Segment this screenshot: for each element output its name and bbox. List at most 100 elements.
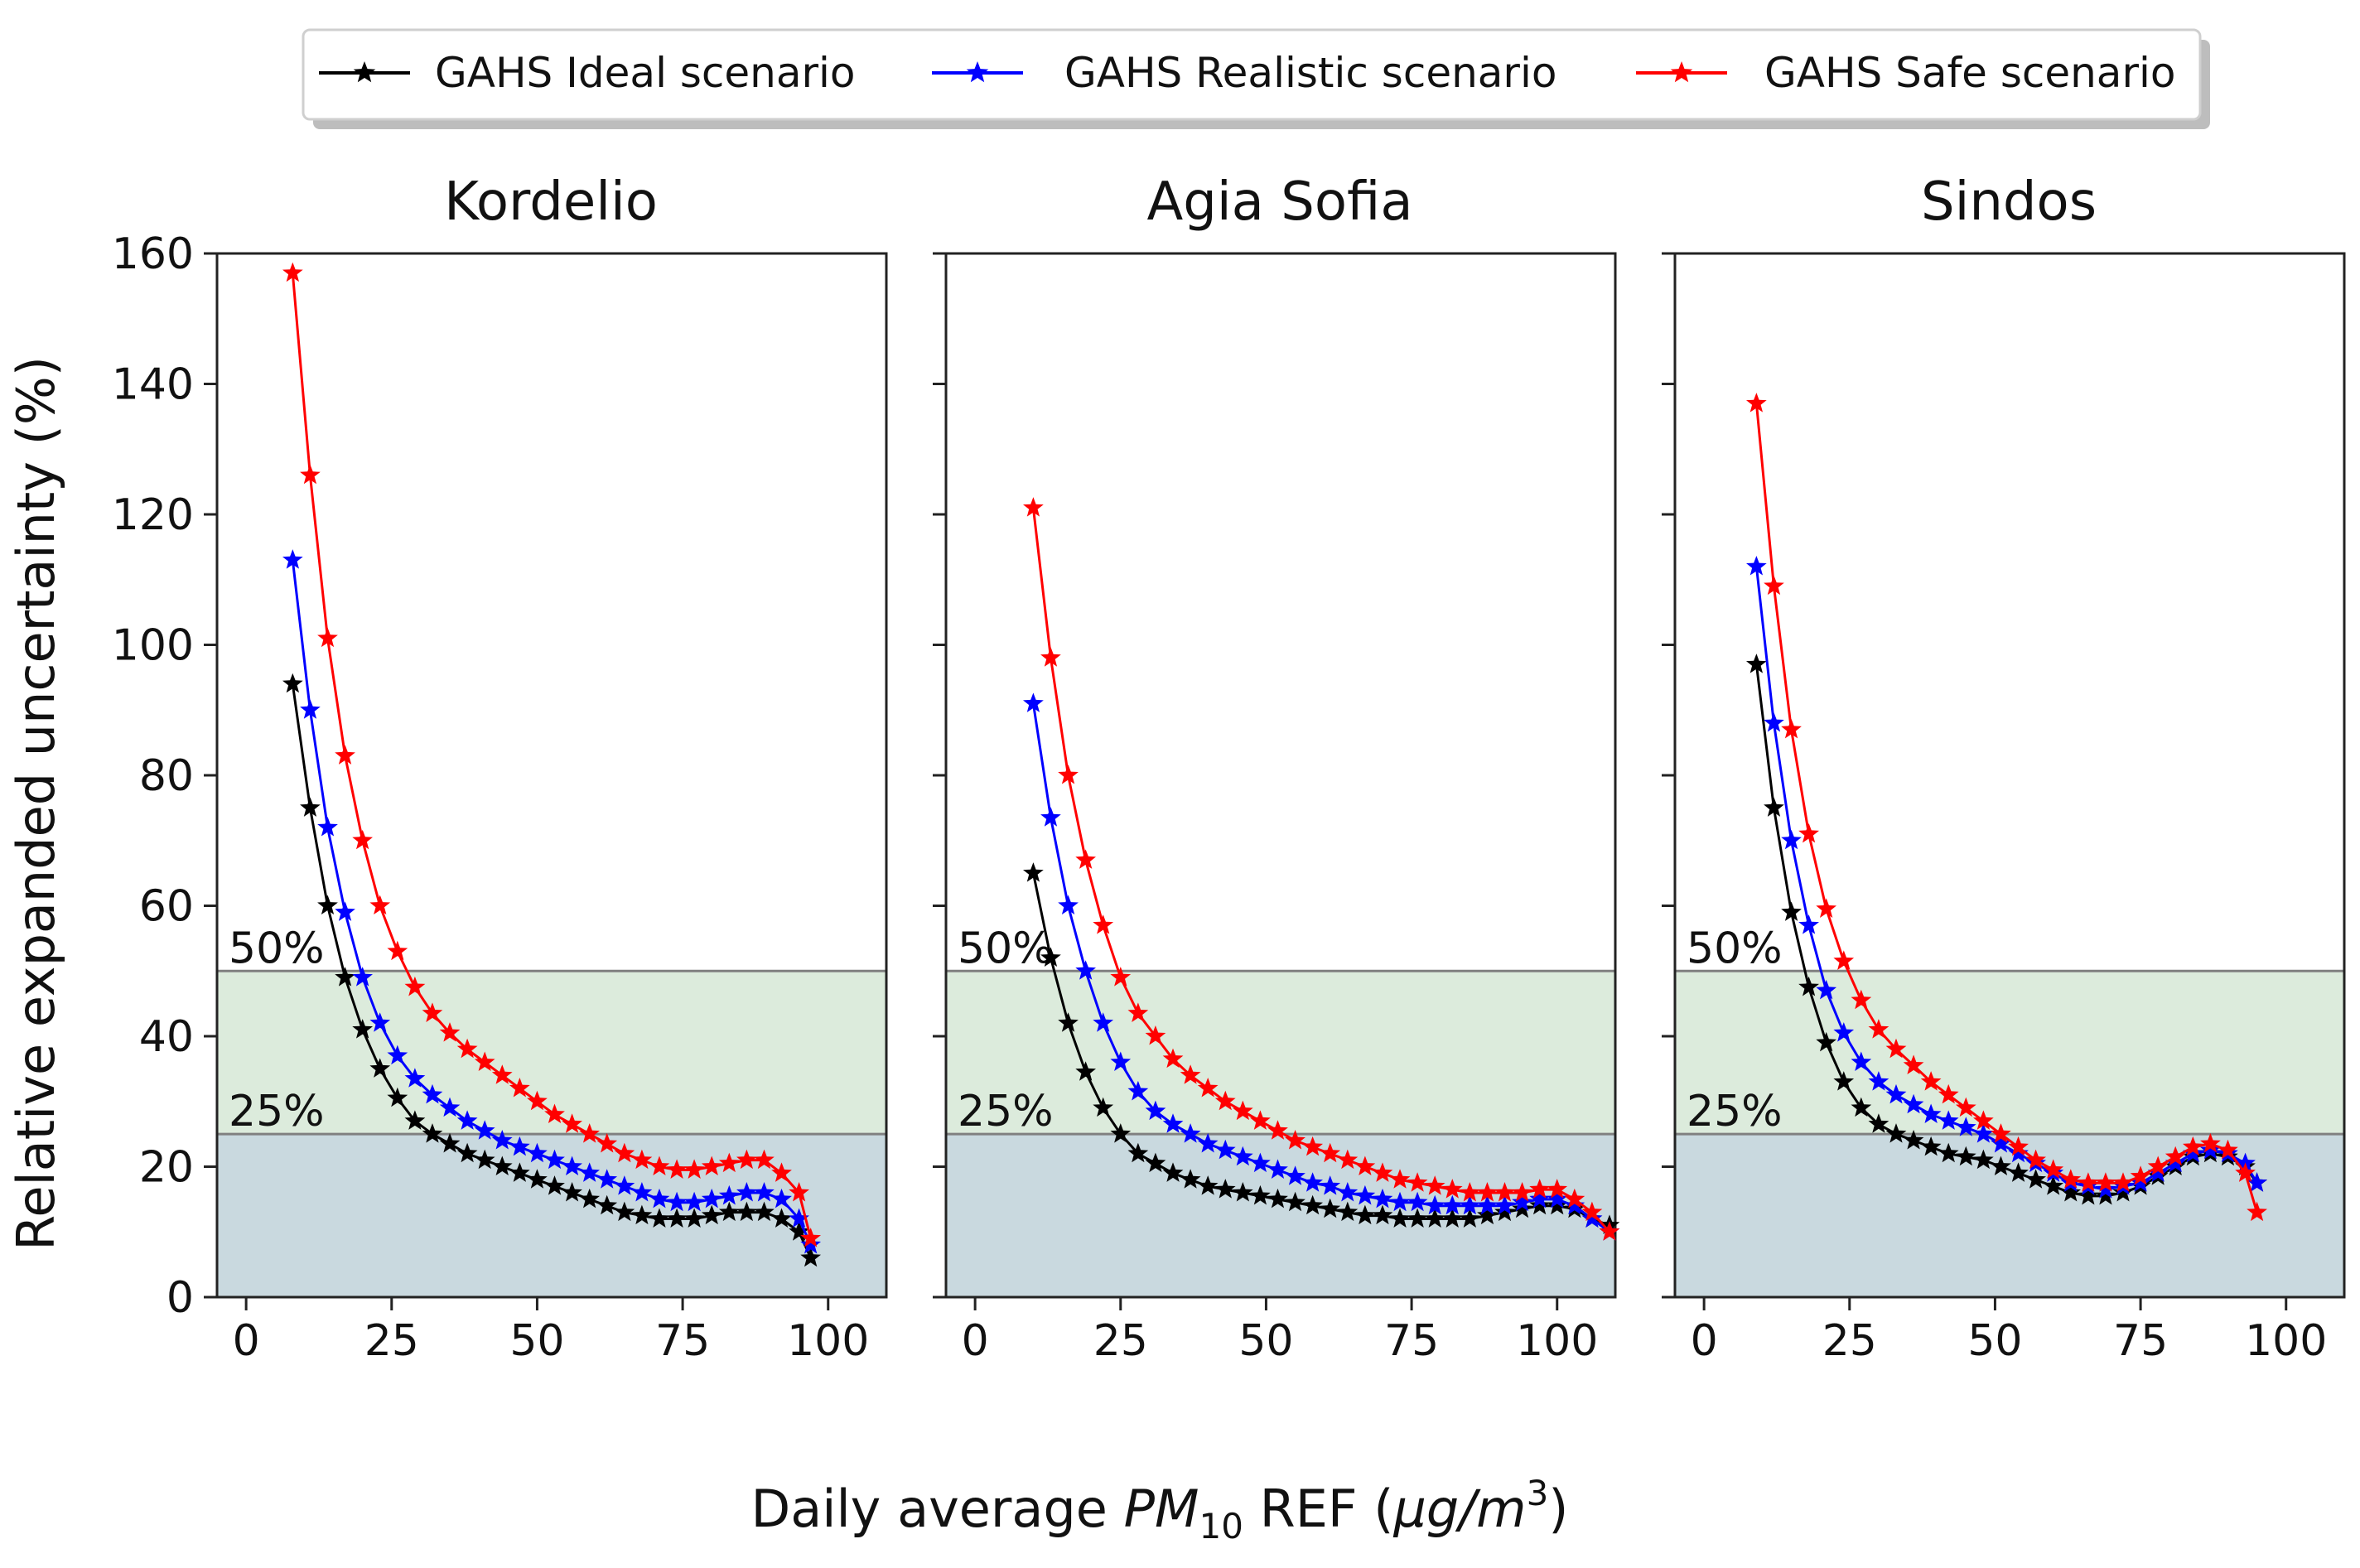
series-point-2 — [317, 627, 338, 648]
series-point-1 — [1781, 829, 1802, 850]
series-point-2 — [300, 464, 321, 485]
series-point-2 — [1512, 1182, 1532, 1202]
series-point-2 — [422, 1002, 443, 1022]
y-tick-label: 160 — [112, 229, 194, 279]
series-point-0 — [1354, 1204, 1376, 1225]
series-point-0 — [1389, 1208, 1411, 1228]
series-point-1 — [1851, 1051, 1872, 1071]
series-point-2 — [2025, 1149, 2046, 1170]
y-tick-label: 120 — [112, 490, 194, 540]
series-point-2 — [1197, 1078, 1219, 1098]
series-point-0 — [614, 1201, 635, 1222]
y-tick-label: 60 — [139, 882, 194, 932]
series-point-1 — [1868, 1071, 1889, 1091]
series-point-0 — [800, 1247, 821, 1267]
y-tick-label: 20 — [139, 1143, 194, 1193]
series-point-1 — [649, 1188, 670, 1209]
series-point-1 — [800, 1234, 821, 1254]
x-tick-label: 0 — [233, 1316, 260, 1366]
series-point-2 — [2130, 1165, 2151, 1185]
series-point-0 — [736, 1201, 757, 1222]
legend-label-ideal: GAHS Ideal scenario — [435, 49, 856, 97]
series-point-0 — [2060, 1182, 2082, 1202]
series-point-2 — [1337, 1149, 1359, 1170]
series-point-0 — [666, 1208, 688, 1228]
series-point-1 — [2247, 1172, 2267, 1192]
threshold-50-label: 50% — [958, 924, 1054, 973]
series-point-1 — [1547, 1188, 1568, 1209]
series-point-1 — [1816, 979, 1836, 1000]
series-point-1 — [1389, 1191, 1411, 1212]
series-point-1 — [1991, 1132, 2011, 1153]
series-point-1 — [2165, 1152, 2186, 1173]
series-point-2 — [631, 1149, 653, 1170]
series-point-0 — [1337, 1201, 1359, 1222]
series-point-2 — [1058, 765, 1079, 784]
series-point-1 — [1460, 1194, 1480, 1215]
y-tick-label: 100 — [112, 621, 194, 671]
series-point-2 — [1798, 823, 1819, 843]
series-point-1 — [1973, 1123, 1994, 1143]
x-tick-label: 0 — [962, 1316, 989, 1366]
series-point-2 — [387, 940, 408, 961]
legend-marker-1 — [966, 61, 989, 83]
series-point-2 — [2247, 1201, 2267, 1222]
band-25-50 — [1675, 971, 2344, 1135]
series-point-0 — [527, 1169, 548, 1189]
series-point-0 — [1781, 901, 1802, 921]
series-point-1 — [1477, 1194, 1498, 1215]
series-point-2 — [771, 1162, 792, 1182]
series-point-2 — [1354, 1155, 1376, 1175]
series-point-2 — [683, 1159, 705, 1179]
series-point-0 — [1920, 1136, 1942, 1156]
x-tick-label: 0 — [1691, 1316, 1718, 1366]
threshold-50-label: 50% — [1687, 924, 1783, 973]
series-point-2 — [1250, 1110, 1271, 1130]
series-point-0 — [1547, 1194, 1568, 1215]
series-point-2 — [1372, 1162, 1393, 1182]
series-point-0 — [1127, 1142, 1149, 1163]
band-0-25 — [946, 1134, 1615, 1297]
series-point-2 — [800, 1228, 821, 1247]
series-point-0 — [2043, 1175, 2064, 1195]
series-point-0 — [1110, 1123, 1132, 1143]
series-point-1 — [509, 1136, 530, 1156]
series-point-2 — [1938, 1083, 1959, 1104]
series-point-2 — [649, 1155, 670, 1175]
series-point-0 — [2095, 1184, 2116, 1205]
series-point-0 — [335, 967, 355, 987]
series-point-0 — [1372, 1204, 1393, 1225]
series-point-2 — [2095, 1172, 2116, 1192]
series-point-2 — [369, 895, 391, 914]
series-point-1 — [1885, 1083, 1907, 1104]
panel-title-sindos: Sindos — [1921, 171, 2097, 233]
series-point-2 — [666, 1159, 688, 1179]
series-point-0 — [649, 1208, 670, 1228]
series-point-1 — [1903, 1093, 1924, 1114]
series-point-0 — [1816, 1031, 1836, 1052]
series-point-0 — [754, 1201, 775, 1222]
series-point-1 — [631, 1182, 653, 1202]
series-point-2 — [2112, 1172, 2134, 1192]
x-tick-label: 50 — [1967, 1316, 2022, 1366]
series-point-0 — [2008, 1162, 2029, 1182]
series-point-1 — [1075, 960, 1096, 980]
series-point-2 — [1581, 1201, 1603, 1222]
panel-title-kordelio: Kordelio — [444, 171, 658, 233]
x-tick-label: 100 — [2245, 1316, 2327, 1366]
series-point-2 — [1529, 1179, 1550, 1199]
series-point-0 — [771, 1208, 792, 1228]
series-point-2 — [614, 1142, 635, 1163]
series-point-1 — [562, 1155, 582, 1175]
threshold-25-label: 25% — [1687, 1087, 1783, 1136]
series-point-2 — [335, 745, 355, 765]
series-point-1 — [527, 1142, 548, 1163]
series-point-2 — [1180, 1064, 1201, 1084]
series-point-0 — [1441, 1208, 1463, 1228]
x-tick-label: 75 — [655, 1316, 710, 1366]
series-point-0 — [422, 1123, 443, 1143]
series-point-0 — [596, 1194, 618, 1215]
series-point-0 — [1529, 1194, 1550, 1215]
series-point-1 — [1354, 1184, 1376, 1205]
threshold-25-label: 25% — [958, 1087, 1054, 1136]
